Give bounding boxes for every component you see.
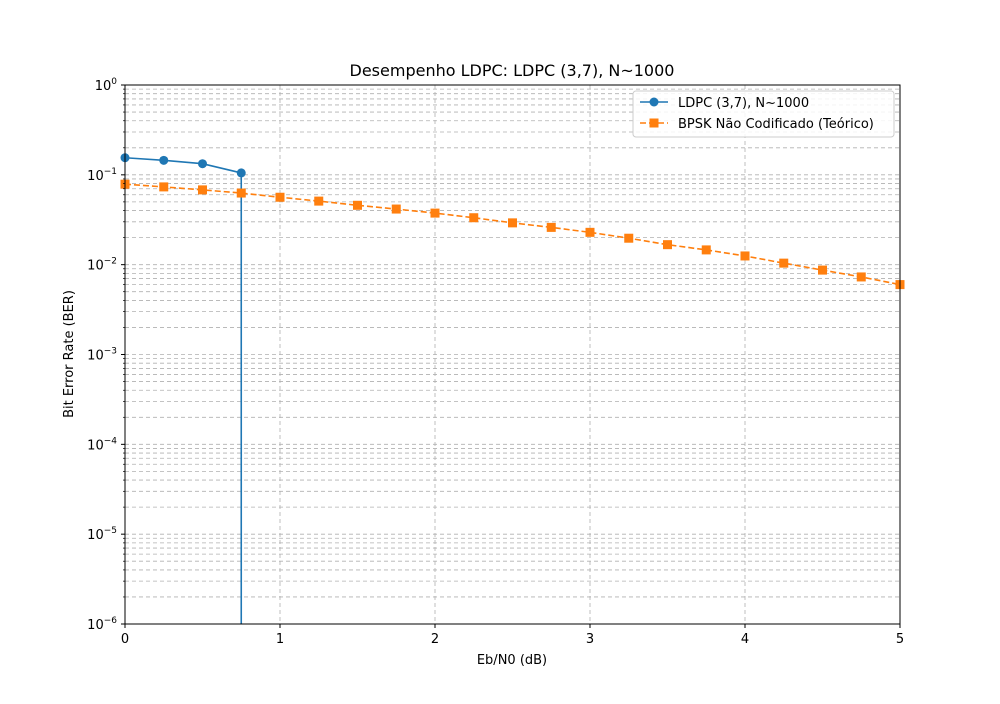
series-0 xyxy=(120,153,246,624)
y-tick-label: 10−2 xyxy=(87,257,117,274)
data-point xyxy=(391,204,401,214)
legend-box xyxy=(632,90,895,138)
data-point xyxy=(624,233,634,243)
data-point xyxy=(275,192,285,202)
data-point xyxy=(779,258,789,268)
chart-title: Desempenho LDPC: LDPC (3,7), N~1000 xyxy=(350,61,675,80)
data-point xyxy=(198,159,207,169)
x-axis-label: Eb/N0 (dB) xyxy=(477,653,547,668)
data-point xyxy=(469,213,479,223)
data-point xyxy=(236,168,246,178)
y-tick-label: 100 xyxy=(95,77,118,94)
y-tick-label: 10−3 xyxy=(87,347,117,364)
x-axis-ticks: 0 1 2 3 4 5 xyxy=(121,624,904,647)
data-point xyxy=(818,265,827,275)
data-point xyxy=(856,272,866,282)
data-point xyxy=(353,200,362,210)
x-tick-label: 0 xyxy=(121,632,129,647)
x-tick-label: 1 xyxy=(276,632,284,647)
series-layer xyxy=(120,153,905,624)
x-tick-label: 5 xyxy=(896,632,904,647)
data-point xyxy=(198,185,207,195)
x-tick-label: 3 xyxy=(586,632,594,647)
data-point xyxy=(585,227,595,237)
data-point xyxy=(508,218,517,228)
data-point xyxy=(314,196,324,206)
data-point xyxy=(236,188,246,198)
data-point xyxy=(430,208,440,218)
data-point xyxy=(701,245,711,255)
series-1 xyxy=(120,179,905,290)
data-point xyxy=(159,182,169,192)
data-point xyxy=(663,240,672,250)
y-axis-label: Bit Error Rate (BER) xyxy=(62,290,77,418)
legend-label-ldpc: LDPC (3,7), N~1000 xyxy=(678,96,809,111)
y-tick-label: 10−5 xyxy=(87,526,117,543)
y-tick-label: 10−1 xyxy=(87,167,117,184)
legend: LDPC (3,7), N~1000 BPSK Não Codificado (… xyxy=(632,90,895,138)
legend-marker-ldpc xyxy=(649,97,659,107)
data-point xyxy=(159,155,169,165)
y-axis-ticks: 100 10−1 10−2 10−3 10−4 10−5 10−6 xyxy=(87,77,125,633)
legend-label-bpsk: BPSK Não Codificado (Teórico) xyxy=(678,117,874,132)
y-tick-label: 10−6 xyxy=(87,616,117,633)
y-tick-label: 10−4 xyxy=(87,436,117,453)
x-tick-label: 4 xyxy=(741,632,749,647)
x-tick-label: 2 xyxy=(431,632,439,647)
data-point xyxy=(546,222,556,232)
grid xyxy=(124,84,901,625)
legend-marker-bpsk xyxy=(649,118,659,128)
data-point xyxy=(740,251,750,261)
